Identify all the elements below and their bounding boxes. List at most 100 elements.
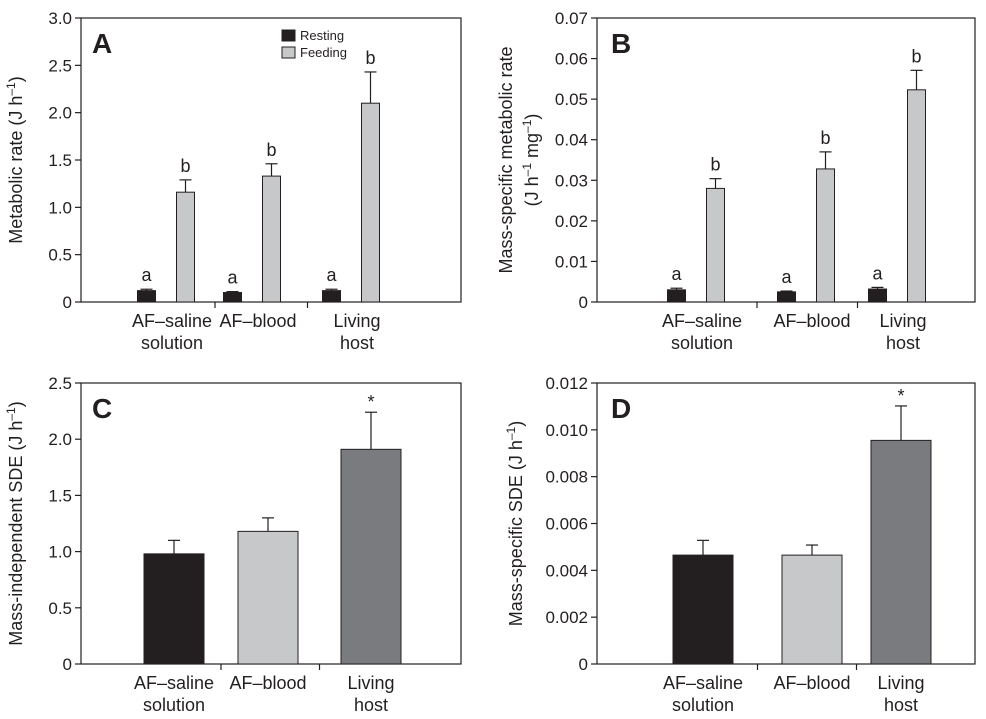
panel-b-bar-feeding (816, 168, 835, 303)
panel-b-ylabel2-sup: –1 (520, 163, 534, 177)
panel-a-ytick-label: 0.5 (48, 246, 72, 265)
panel-d-ylabel-text: Mass-specific SDE (J h (506, 440, 526, 626)
panel-a-legend-swatch (281, 29, 296, 42)
panel-a-significance-label: b (266, 140, 276, 160)
panel-a-category-label: Living (333, 311, 380, 331)
panel-d-ylabel: Mass-specific SDE (J h–1) (504, 421, 526, 626)
panel-b-significance-label: b (911, 46, 921, 66)
panel-a-significance-label: a (141, 265, 152, 285)
panel-b-bar-resting (868, 288, 887, 303)
panel-a-legend: Resting Feeding (281, 28, 347, 60)
panel-c-label: C (92, 393, 112, 424)
panel-c-bar (143, 553, 205, 665)
panel-b-ytick-label: 0.06 (555, 50, 588, 69)
panel-d: 0 0.002 0.004 0.006 0.008 0.010 0.012 AF–saline… (504, 374, 976, 715)
panel-b: 0 0.01 0.02 0.03 0.04 0.05 0.06 0.07 AF–salineso… (496, 9, 976, 353)
panel-a-significance-label: b (180, 156, 190, 176)
panel-b-ytick-label: 0.04 (555, 131, 588, 150)
panel-d-bar (870, 439, 932, 665)
panel-a-significance-label: a (326, 265, 337, 285)
panel-c-ytick-label: 0.5 (48, 599, 72, 618)
panel-a-legend-label: Resting (300, 28, 344, 43)
panel-a-ytick-label: 2.5 (48, 56, 72, 75)
panel-b-ytick-label: 0.02 (555, 212, 588, 231)
panel-d-label: D (611, 393, 631, 424)
panel-d-category-label: host (884, 695, 918, 715)
panel-a-significance-label: b (365, 48, 375, 68)
panel-a-ytick-label: 1.5 (48, 151, 72, 170)
panel-d-ytick-label: 0.004 (545, 561, 588, 580)
panel-a-ylabel-sup: –1 (4, 82, 18, 96)
panel-c-category-label: AF–saline (134, 673, 214, 693)
panel-c-ytick-label: 1.0 (48, 543, 72, 562)
panel-b-significance-label: a (671, 264, 682, 284)
panel-d-ytick-label: 0.010 (545, 421, 588, 440)
panel-b-ylabel: Mass-specific metabolic rate (496, 46, 516, 273)
panel-a-ylabel-text: Metabolic rate (J h (6, 96, 26, 244)
panel-c-ytick-label: 2.5 (48, 374, 72, 393)
panel-b-ylabel-text: Mass-specific metabolic rate (496, 46, 516, 273)
panel-d-category-label: solution (672, 695, 734, 715)
panel-a-label: A (92, 28, 112, 59)
panel-a-bar-resting (137, 290, 156, 303)
panel-c-ylabel-sup: –1 (4, 407, 18, 421)
panel-a-category-label: AF–blood (219, 311, 296, 331)
panel-a-ytick-label: 2.0 (48, 104, 72, 123)
panel-b-significance-label: b (710, 155, 720, 175)
panel-a-bar-feeding (262, 175, 281, 303)
panel-c-ylabel: Mass-independent SDE (J h–1) (4, 401, 26, 645)
panel-b-ytick-label: 0.03 (555, 171, 588, 190)
panel-d-category-label: AF–saline (663, 673, 743, 693)
panel-c-ytick-label: 0 (63, 655, 72, 674)
panel-b-category-label: AF–saline (662, 311, 742, 331)
panel-b-ytick-label: 0.07 (555, 9, 588, 28)
panel-b-bar-resting (667, 289, 686, 303)
panel-b-ylabel2-text: (J h (522, 176, 542, 206)
panel-c-category-label: Living (347, 673, 394, 693)
panel-b-category-label: host (886, 333, 920, 353)
panel-b-significance-label: a (781, 267, 792, 287)
panel-d-bar (672, 554, 734, 665)
panel-b-ylabel-line2: (J h–1 mg–1) (520, 114, 542, 207)
panel-a-category-label: AF–saline (132, 311, 212, 331)
panel-a-bar-feeding (361, 102, 380, 303)
panel-c-category-label: AF–blood (229, 673, 306, 693)
panel-a-ylabel: Metabolic rate (J h–1) (4, 76, 26, 243)
panel-c-ylabel-text: Mass-independent SDE (J h (6, 421, 26, 646)
panel-b-bar-resting (777, 291, 796, 303)
panel-a-ytick-label: 0 (63, 293, 72, 312)
panel-a-ytick-label: 3.0 (48, 9, 72, 28)
panel-a-category-label: host (340, 333, 374, 353)
panel-b-category-label: Living (879, 311, 926, 331)
panel-c-bar (237, 530, 299, 665)
panel-b-ytick-label: 0.01 (555, 252, 588, 271)
panel-d-category-label: AF–blood (773, 673, 850, 693)
panel-a-bar-resting (322, 290, 341, 303)
panel-b-ylabel2-tail: ) (522, 114, 542, 120)
panel-b-ylabel2-sup: –1 (520, 119, 534, 133)
panel-b-significance-label: a (872, 263, 883, 283)
panel-b-category-label: AF–blood (773, 311, 850, 331)
panel-d-significance-label: * (897, 386, 904, 406)
panel-d-ytick-label: 0.008 (545, 468, 588, 487)
panel-b-ytick-label: 0.05 (555, 90, 588, 109)
panel-a-legend-label: Feeding (300, 45, 347, 60)
panel-c-category-label: host (354, 695, 388, 715)
panel-d-category-label: Living (877, 673, 924, 693)
panel-c-bar (340, 448, 402, 665)
panel-a-ylabel-tail: ) (6, 76, 26, 82)
panel-c-category-label: solution (143, 695, 205, 715)
panel-d-ytick-label: 0 (579, 655, 588, 674)
panel-d-ytick-label: 0.012 (545, 374, 588, 393)
panel-b-label: B (611, 28, 631, 59)
panel-a-bar-resting (223, 292, 242, 303)
panel-b-ylabel2-mid: mg (522, 133, 542, 163)
panel-b-ytick-label: 0 (579, 293, 588, 312)
panel-d-bar (781, 554, 843, 665)
panel-a-category-label: solution (141, 333, 203, 353)
panel-b-bar-feeding (907, 89, 926, 303)
panel-c-ytick-label: 2.0 (48, 430, 72, 449)
